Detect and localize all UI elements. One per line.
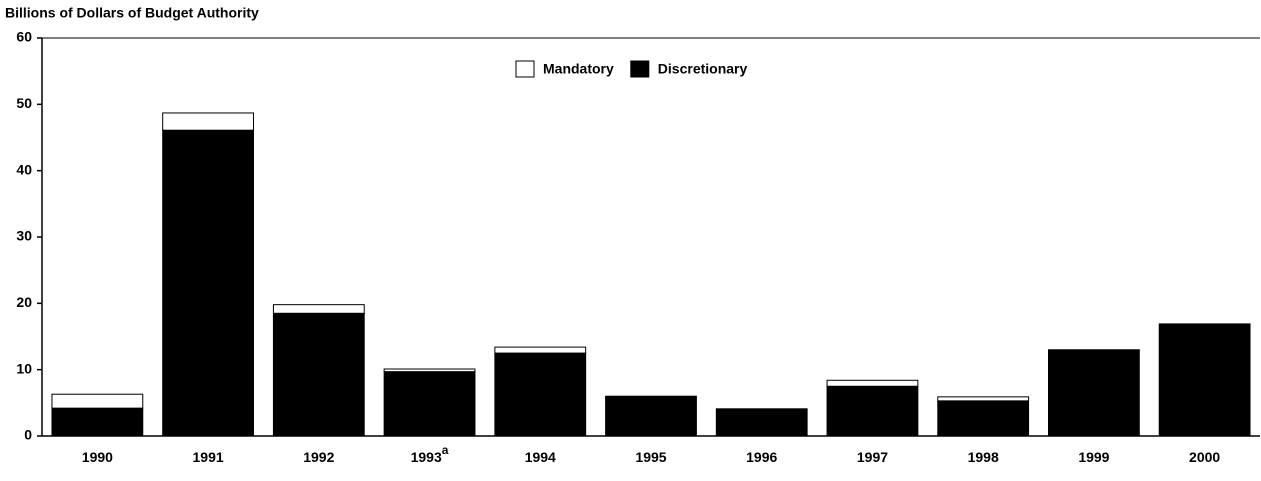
x-tick-label: 1998 — [968, 449, 999, 465]
bar-segment — [51, 407, 144, 437]
bar-segment — [937, 400, 1030, 437]
bar-segment — [605, 395, 697, 437]
footnote-mark: a — [442, 443, 449, 457]
y-tick-label: 40 — [16, 161, 32, 177]
bar-segment — [272, 312, 365, 437]
y-tick-label: 60 — [16, 29, 32, 45]
bar-segment — [826, 385, 919, 437]
x-tick-label: 1992 — [303, 449, 334, 465]
bar-segment — [272, 304, 365, 314]
category: 1995 — [635, 449, 666, 465]
category: 1996 — [746, 449, 777, 465]
bar-segment — [162, 129, 254, 437]
bar-segment — [937, 396, 1030, 402]
y-tick-label: 20 — [16, 294, 32, 310]
x-tick-label: 1991 — [193, 449, 224, 465]
bar-segment — [826, 379, 919, 387]
bar-segment — [162, 112, 254, 131]
x-tick-label: 2000 — [1189, 449, 1220, 465]
legend-swatch — [515, 60, 535, 78]
bar-segment — [383, 371, 476, 437]
category: 1990 — [82, 449, 113, 465]
category: 1991 — [193, 449, 224, 465]
bar-segment — [51, 393, 144, 409]
x-tick-label: 1993a — [411, 443, 449, 465]
category: 1994 — [525, 449, 556, 465]
bar-segment — [1048, 349, 1140, 437]
bar-segment — [494, 352, 587, 437]
bar-segment — [715, 408, 808, 437]
bar-segment — [383, 368, 476, 373]
y-tick-label: 0 — [24, 427, 32, 443]
x-tick-label: 1999 — [1078, 449, 1109, 465]
category: 1993 — [411, 449, 442, 465]
legend-label: Discretionary — [658, 61, 748, 77]
legend-label: Mandatory — [543, 61, 614, 77]
x-tick-label: 1997 — [857, 449, 888, 465]
x-tick-label: 1994 — [525, 449, 556, 465]
chart-title: Billions of Dollars of Budget Authority — [5, 5, 259, 21]
bar-segment — [494, 346, 587, 354]
y-tick-label: 30 — [16, 228, 32, 244]
category: 1998 — [968, 449, 999, 465]
bar-segment — [1158, 323, 1251, 437]
x-tick-label: 1990 — [82, 449, 113, 465]
x-tick-label: 1995 — [635, 449, 666, 465]
category: 1997 — [857, 449, 888, 465]
category: 1999 — [1078, 449, 1109, 465]
category: 1992 — [303, 449, 334, 465]
y-tick-label: 50 — [16, 95, 32, 111]
x-tick-label: 1996 — [746, 449, 777, 465]
y-tick-label: 10 — [16, 360, 32, 376]
legend-swatch — [630, 60, 650, 78]
category: 2000 — [1189, 449, 1220, 465]
